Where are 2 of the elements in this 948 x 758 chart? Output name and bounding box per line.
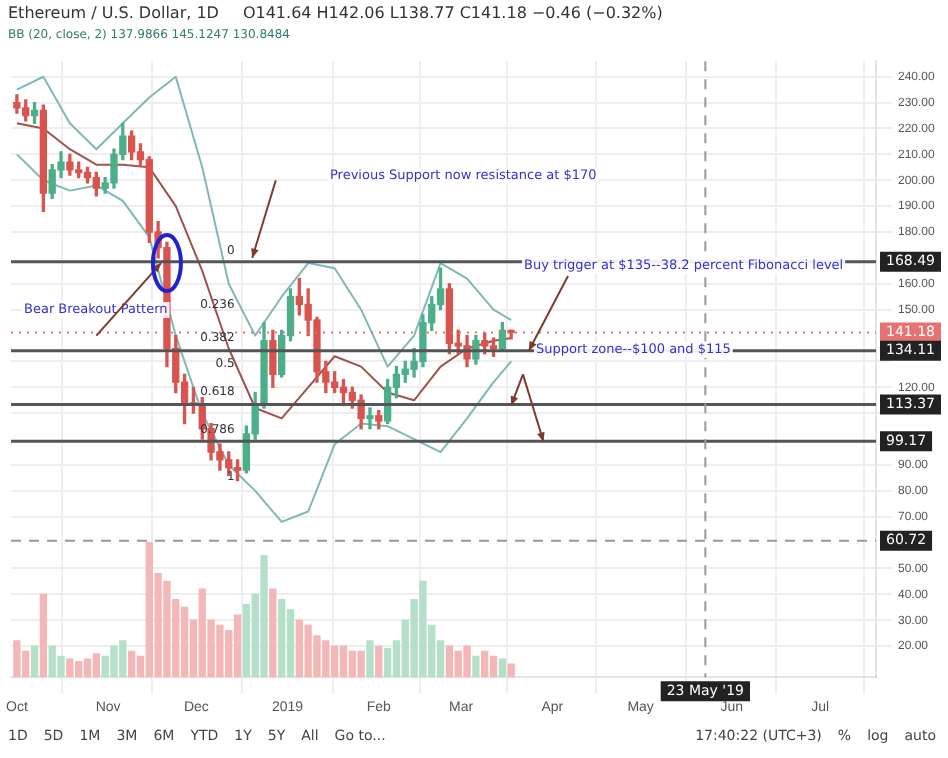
chart-title: Ethereum / U.S. Dollar, 1D bbox=[8, 4, 219, 22]
chart-subtitle: O141.64 H142.06 L138.77 C141.18 −0.46 (−0.32%) bbox=[242, 4, 663, 22]
